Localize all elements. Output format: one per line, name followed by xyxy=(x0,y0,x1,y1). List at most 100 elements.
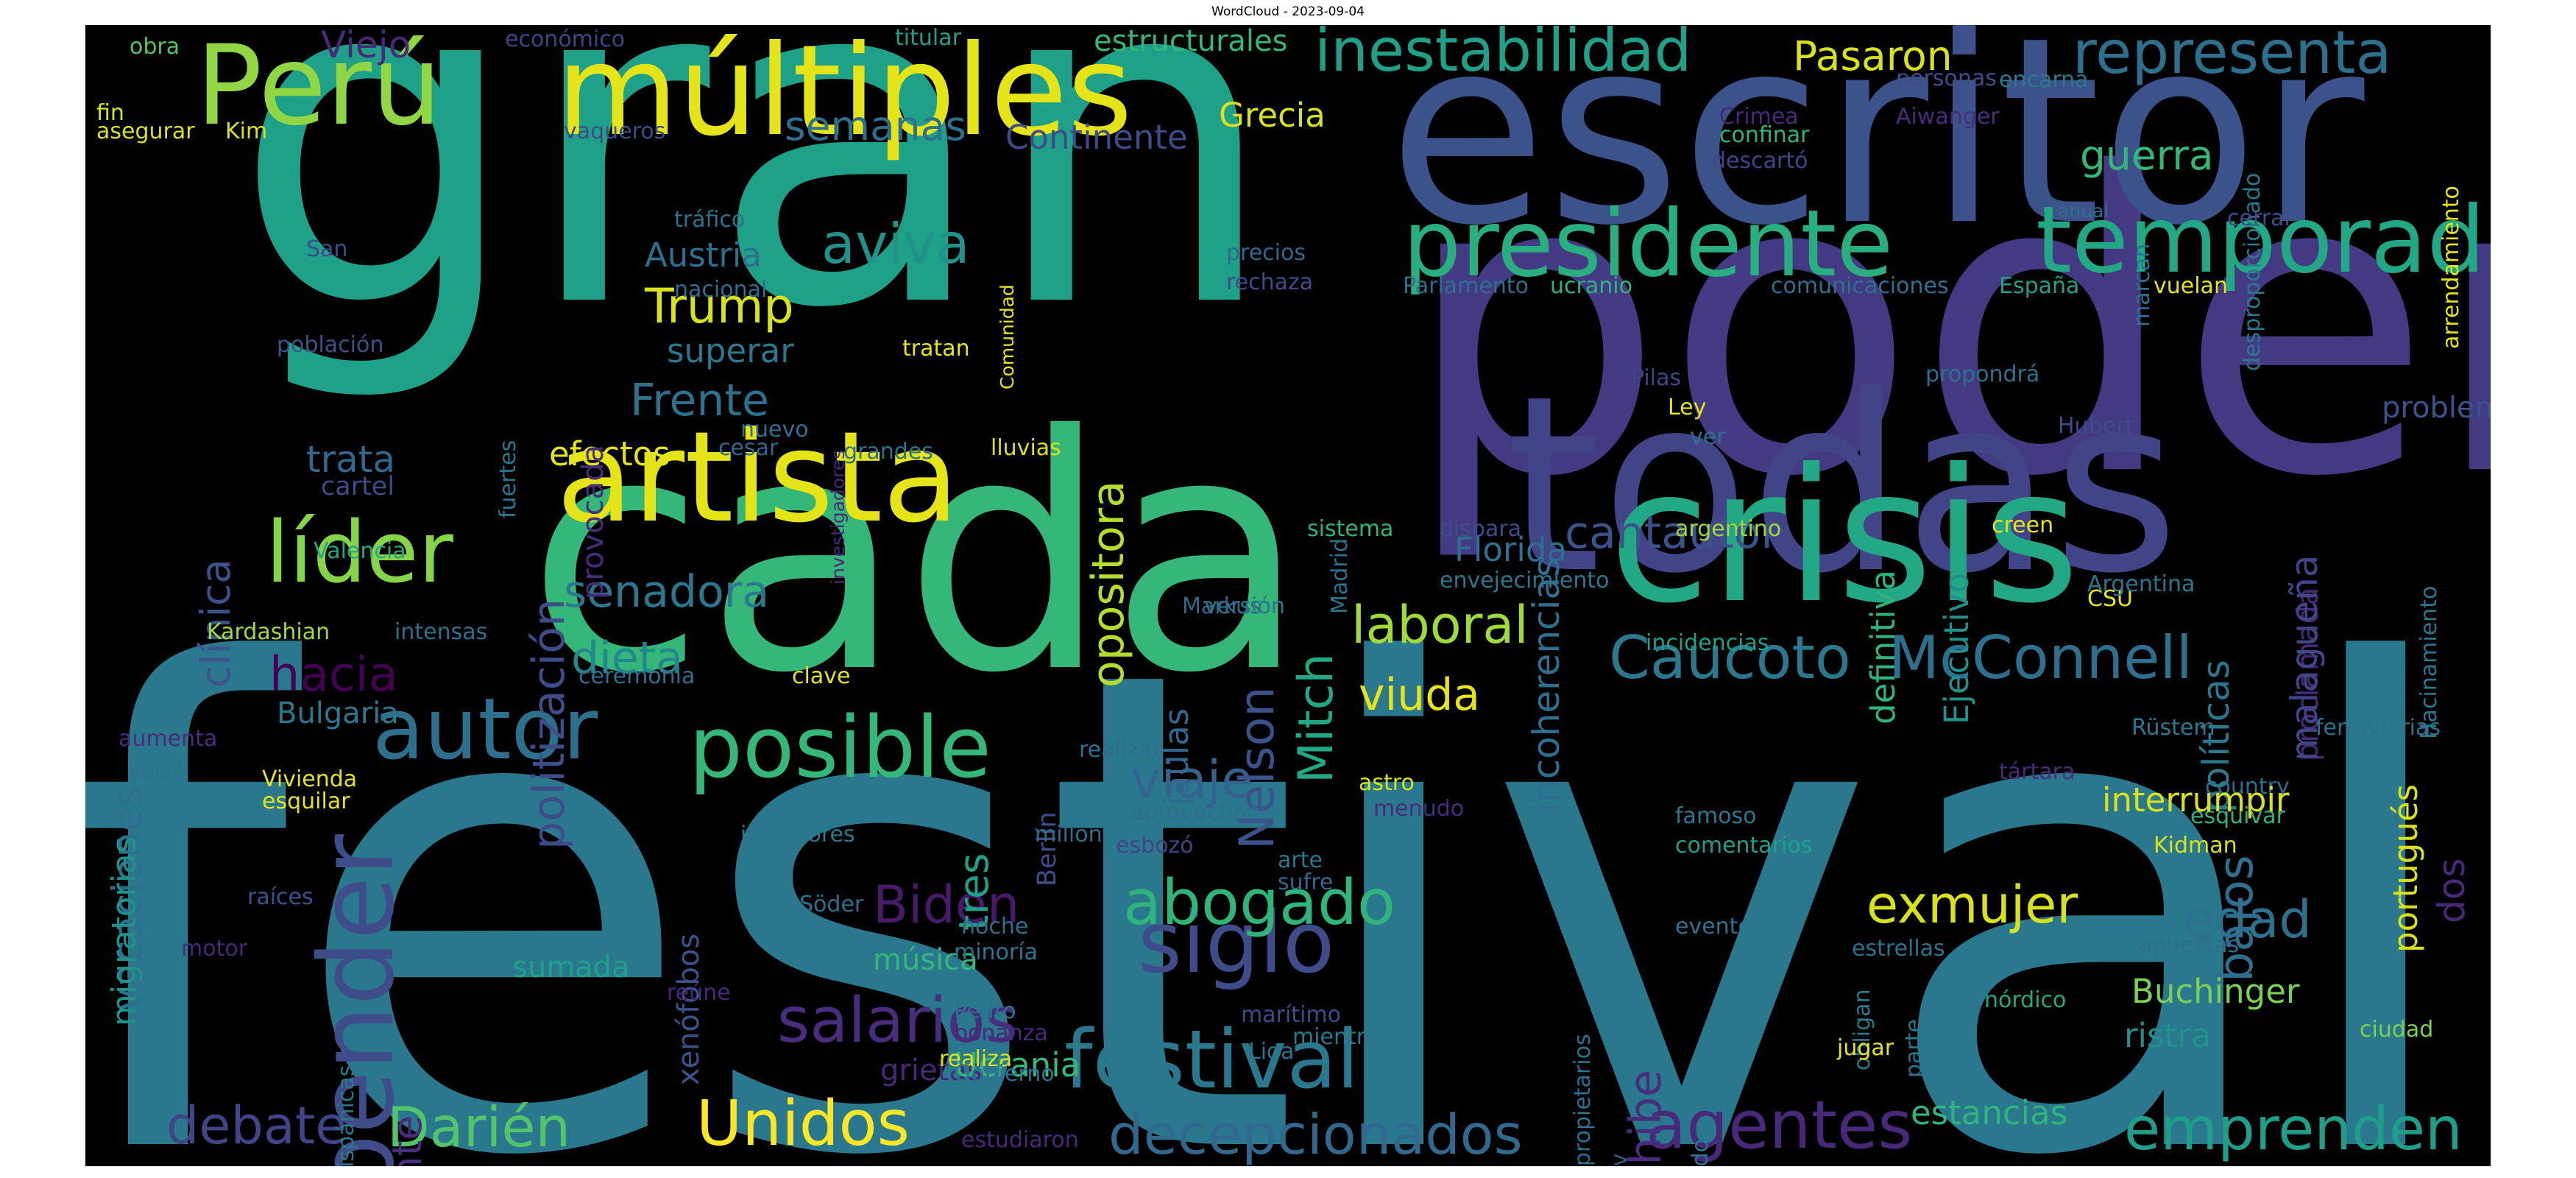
word-189: encarna xyxy=(1999,67,2089,93)
word-17: líder xyxy=(266,504,453,602)
word-77: nacional xyxy=(674,277,768,303)
word-32: Biden xyxy=(873,875,1020,935)
word-74: San xyxy=(306,236,348,262)
word-131: mientras xyxy=(1292,1024,1391,1050)
word-115: bonanza xyxy=(954,1020,1048,1046)
word-25: emprenden xyxy=(2124,1095,2463,1163)
word-182: parte xyxy=(1901,1019,1927,1078)
word-135: exhibe xyxy=(1620,1069,1671,1166)
word-18: inestabilidad xyxy=(1314,25,1692,85)
word-85: lluvias xyxy=(991,435,1061,461)
word-143: creen xyxy=(1992,512,2054,538)
word-50: Pasaron xyxy=(1793,32,1953,80)
word-21: festival xyxy=(1064,1012,1359,1107)
word-172: esquivar xyxy=(2190,803,2285,829)
word-101: aspirante xyxy=(383,1115,431,1166)
word-69: obra xyxy=(130,34,180,60)
word-106: música xyxy=(873,943,978,977)
word-149: problemas xyxy=(2382,391,2491,425)
word-65: fuertes xyxy=(495,440,521,518)
word-92: clave xyxy=(792,663,851,689)
word-185: ciudad xyxy=(2360,1017,2434,1043)
word-6: crisis xyxy=(1609,429,2080,643)
word-105: sumada xyxy=(512,950,630,984)
word-114: Pedro xyxy=(954,998,1016,1024)
word-71: asegurar xyxy=(96,119,195,144)
word-22: Caucoto xyxy=(1609,624,1851,692)
word-193: descartó xyxy=(1712,148,1808,174)
word-137: envejecimiento xyxy=(1440,568,1610,593)
word-64: provocada xyxy=(576,445,610,599)
word-31: debate xyxy=(166,1096,347,1156)
word-184: nórdico xyxy=(1984,987,2067,1013)
word-158: comunicaciones xyxy=(1771,273,1949,299)
word-146: Hubert xyxy=(2058,413,2134,439)
word-55: Austria xyxy=(645,236,762,275)
word-88: Valencia xyxy=(314,538,406,564)
word-163: ver xyxy=(1690,424,1726,450)
word-76: tráfico xyxy=(674,207,746,233)
word-83: cesar xyxy=(718,435,779,461)
word-15: posible xyxy=(689,699,991,797)
word-67: económico xyxy=(505,27,626,52)
word-86: jaulas xyxy=(1157,708,1196,805)
word-180: estrellas xyxy=(1852,936,1945,962)
word-53: Continente xyxy=(1005,118,1188,157)
word-132: propietarios xyxy=(1570,1034,1596,1166)
word-162: Ley xyxy=(1668,395,1707,420)
word-12: presidente xyxy=(1403,191,1894,297)
word-192: confinar xyxy=(1719,122,1810,148)
word-3: cada xyxy=(527,367,1308,744)
word-cloud: gran festival poder cada escritor todas crisis… xyxy=(85,25,2491,1166)
word-111: prehispánicas xyxy=(333,1065,359,1166)
word-108: Ucrania xyxy=(954,1045,1081,1084)
word-2: poder xyxy=(1403,87,2491,567)
word-70: fin xyxy=(96,100,124,126)
word-48: opositora xyxy=(1083,480,1134,688)
word-175: interrumpir xyxy=(2102,780,2290,819)
word-109: raíces xyxy=(247,884,314,910)
word-187: ristra xyxy=(2124,1016,2212,1055)
word-8: artista xyxy=(556,405,960,551)
word-11: Perú xyxy=(196,25,442,150)
word-42: hacia xyxy=(269,647,398,702)
word-28: salarios xyxy=(777,984,1018,1057)
word-59: cartel xyxy=(321,472,395,501)
word-63: migratorias xyxy=(105,836,144,1026)
word-41: dieta xyxy=(571,632,683,684)
word-117: Gobierno xyxy=(954,1061,1055,1087)
word-170: ferroviarias xyxy=(2315,715,2441,741)
word-58: trata xyxy=(306,438,396,481)
word-56: superar xyxy=(667,331,794,370)
word-168: tártara xyxy=(1999,759,2076,785)
word-164: propondrá xyxy=(1925,361,2040,387)
word-120: noche xyxy=(961,914,1029,939)
word-82: nuevo xyxy=(740,417,809,442)
word-197: arrendamiento xyxy=(2438,186,2464,349)
word-33: viaje xyxy=(1130,750,1253,810)
word-0: gran xyxy=(233,25,1279,408)
word-190: personas xyxy=(1896,66,1997,91)
figure-title: WordCloud - 2023-09-04 xyxy=(1211,4,1365,19)
word-78: precios xyxy=(1226,240,1306,266)
word-199: cerrar xyxy=(2227,205,2293,231)
word-144: CSU xyxy=(2087,586,2133,612)
word-100: xenófobos xyxy=(672,933,706,1085)
word-169: Rüstem xyxy=(2131,715,2215,741)
word-194: Aiwanger xyxy=(1896,104,2000,130)
word-136: Florida xyxy=(1454,530,1568,569)
word-165: Madrid xyxy=(1327,537,1353,614)
word-39: bajos xyxy=(2209,855,2264,982)
word-186: Buchinger xyxy=(2131,972,2300,1011)
word-75: población xyxy=(277,332,384,358)
word-174: comentarios xyxy=(1675,833,1813,858)
word-73: vaqueros xyxy=(564,119,666,144)
word-97: socio xyxy=(130,759,187,785)
word-198: anual xyxy=(2058,200,2109,222)
word-72: Kim xyxy=(225,119,268,144)
word-116: realiza xyxy=(939,1046,1013,1072)
word-43: aviva xyxy=(821,211,970,276)
word-19: representa xyxy=(2073,25,2392,87)
word-14: autor xyxy=(372,680,598,779)
